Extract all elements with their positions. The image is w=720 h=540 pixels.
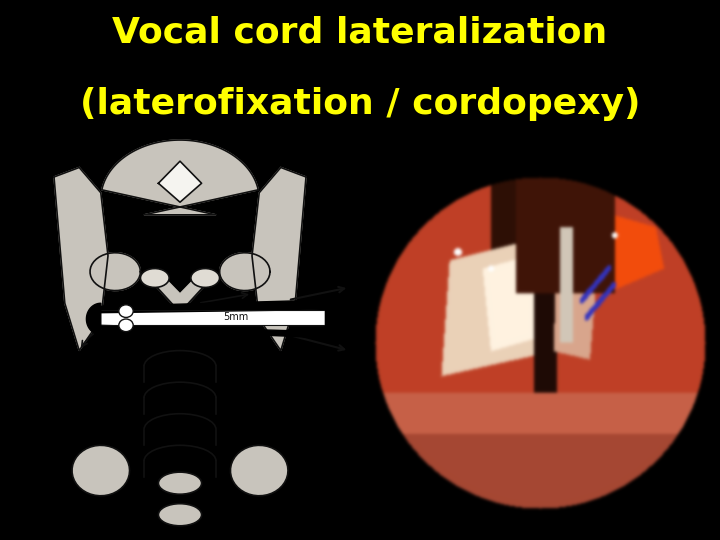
Text: Vocal cord lateralization: Vocal cord lateralization <box>112 16 608 49</box>
Polygon shape <box>101 309 324 325</box>
Polygon shape <box>230 446 288 496</box>
Ellipse shape <box>158 472 202 494</box>
Polygon shape <box>101 325 342 338</box>
Polygon shape <box>101 300 342 313</box>
Polygon shape <box>158 161 202 202</box>
Polygon shape <box>102 140 258 215</box>
Text: 5mm: 5mm <box>223 313 248 322</box>
Polygon shape <box>72 446 130 496</box>
Polygon shape <box>90 253 140 291</box>
Polygon shape <box>86 303 101 335</box>
Circle shape <box>119 319 133 332</box>
Polygon shape <box>151 272 209 313</box>
Polygon shape <box>191 268 220 287</box>
Circle shape <box>119 305 133 318</box>
Polygon shape <box>252 167 306 350</box>
Polygon shape <box>140 268 169 287</box>
Text: (laterofixation / cordopexy): (laterofixation / cordopexy) <box>80 87 640 120</box>
Polygon shape <box>220 253 270 291</box>
Polygon shape <box>54 167 108 350</box>
Ellipse shape <box>158 504 202 526</box>
